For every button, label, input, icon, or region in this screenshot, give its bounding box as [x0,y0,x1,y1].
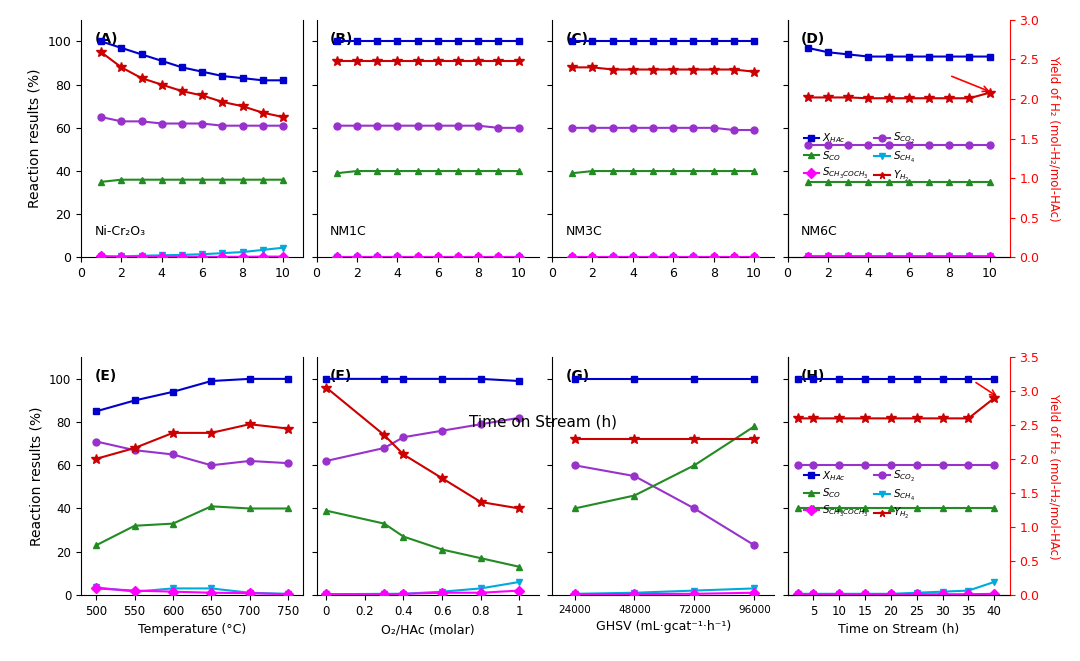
X-axis label: Time on Stream (h): Time on Stream (h) [838,623,959,636]
Text: Ni-Cr₂O₃: Ni-Cr₂O₃ [94,225,146,239]
Text: (A): (A) [94,32,118,46]
Text: (G): (G) [566,369,590,383]
X-axis label: O₂/HAc (molar): O₂/HAc (molar) [381,623,474,636]
Text: NM3C: NM3C [566,225,603,239]
Legend: $X_{HAc}$, $S_{CO}$, $S_{CH_3COCH_3}$, $S_{CO_2}$, $S_{CH_4}$, $Y_{H_2}$: $X_{HAc}$, $S_{CO}$, $S_{CH_3COCH_3}$, $… [799,128,919,188]
Text: (H): (H) [801,369,825,383]
X-axis label: Temperature (°C): Temperature (°C) [138,623,246,636]
Text: (F): (F) [329,369,352,383]
X-axis label: GHSV (mL·gcat⁻¹·h⁻¹): GHSV (mL·gcat⁻¹·h⁻¹) [595,620,731,633]
Y-axis label: Yield of H₂ (mol-H₂/mol-HAc): Yield of H₂ (mol-H₂/mol-HAc) [1048,56,1061,222]
Text: (B): (B) [329,32,353,46]
Text: Time on Stream (h): Time on Stream (h) [469,414,618,430]
Text: NM1C: NM1C [329,225,366,239]
Text: (D): (D) [801,32,825,46]
Text: (C): (C) [566,32,589,46]
Y-axis label: Reaction results (%): Reaction results (%) [28,69,42,208]
Y-axis label: Reaction results (%): Reaction results (%) [29,407,43,546]
Legend: $X_{HAc}$, $S_{CO}$, $S_{CH_3COCH_3}$, $S_{CO_2}$, $S_{CH_4}$, $Y_{H_2}$: $X_{HAc}$, $S_{CO}$, $S_{CH_3COCH_3}$, $… [799,465,919,525]
Y-axis label: Yield of H₂ (mol-H₂/mol-HAc): Yield of H₂ (mol-H₂/mol-HAc) [1048,393,1061,559]
Text: NM6C: NM6C [801,225,838,239]
Text: (E): (E) [94,369,117,383]
